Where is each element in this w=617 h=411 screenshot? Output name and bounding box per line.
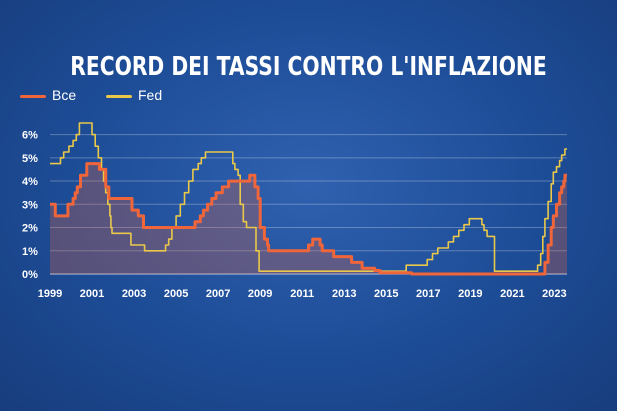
y-tick-label: 0% <box>22 269 38 281</box>
x-tick-label: 2011 <box>290 288 314 300</box>
bce-area <box>50 163 567 274</box>
legend-swatch-fed <box>106 94 132 98</box>
x-tick-label: 2021 <box>500 288 524 300</box>
y-tick-label: 6% <box>22 130 38 142</box>
x-tick-label: 1999 <box>38 288 62 300</box>
legend-swatch-bce <box>20 94 46 98</box>
bce-line <box>50 162 567 276</box>
chart-title: RECORD DEI TASSI CONTRO L'INFLAZIONE <box>70 52 547 82</box>
x-tick-label: 2023 <box>542 288 566 300</box>
x-tick-label: 2009 <box>248 288 272 300</box>
x-tick-label: 2019 <box>458 288 482 300</box>
y-tick-label: 4% <box>22 176 38 188</box>
legend-item-bce: Bce <box>20 87 76 103</box>
x-tick-label: 2007 <box>206 288 230 300</box>
y-tick-label: 1% <box>22 246 38 258</box>
x-tick-label: 2001 <box>80 288 104 300</box>
x-tick-label: 2013 <box>332 288 356 300</box>
x-tick-label: 2017 <box>416 288 440 300</box>
x-tick-label: 2005 <box>164 288 188 300</box>
y-tick-label: 5% <box>22 153 38 165</box>
x-tick-label: 2003 <box>122 288 146 300</box>
legend-label-fed: Fed <box>138 87 163 103</box>
y-tick-label: 3% <box>22 199 38 211</box>
y-tick-label: 2% <box>22 223 38 235</box>
legend-item-fed: Fed <box>106 87 162 103</box>
x-tick-label: 2015 <box>374 288 398 300</box>
legend-label-bce: Bce <box>52 87 77 103</box>
